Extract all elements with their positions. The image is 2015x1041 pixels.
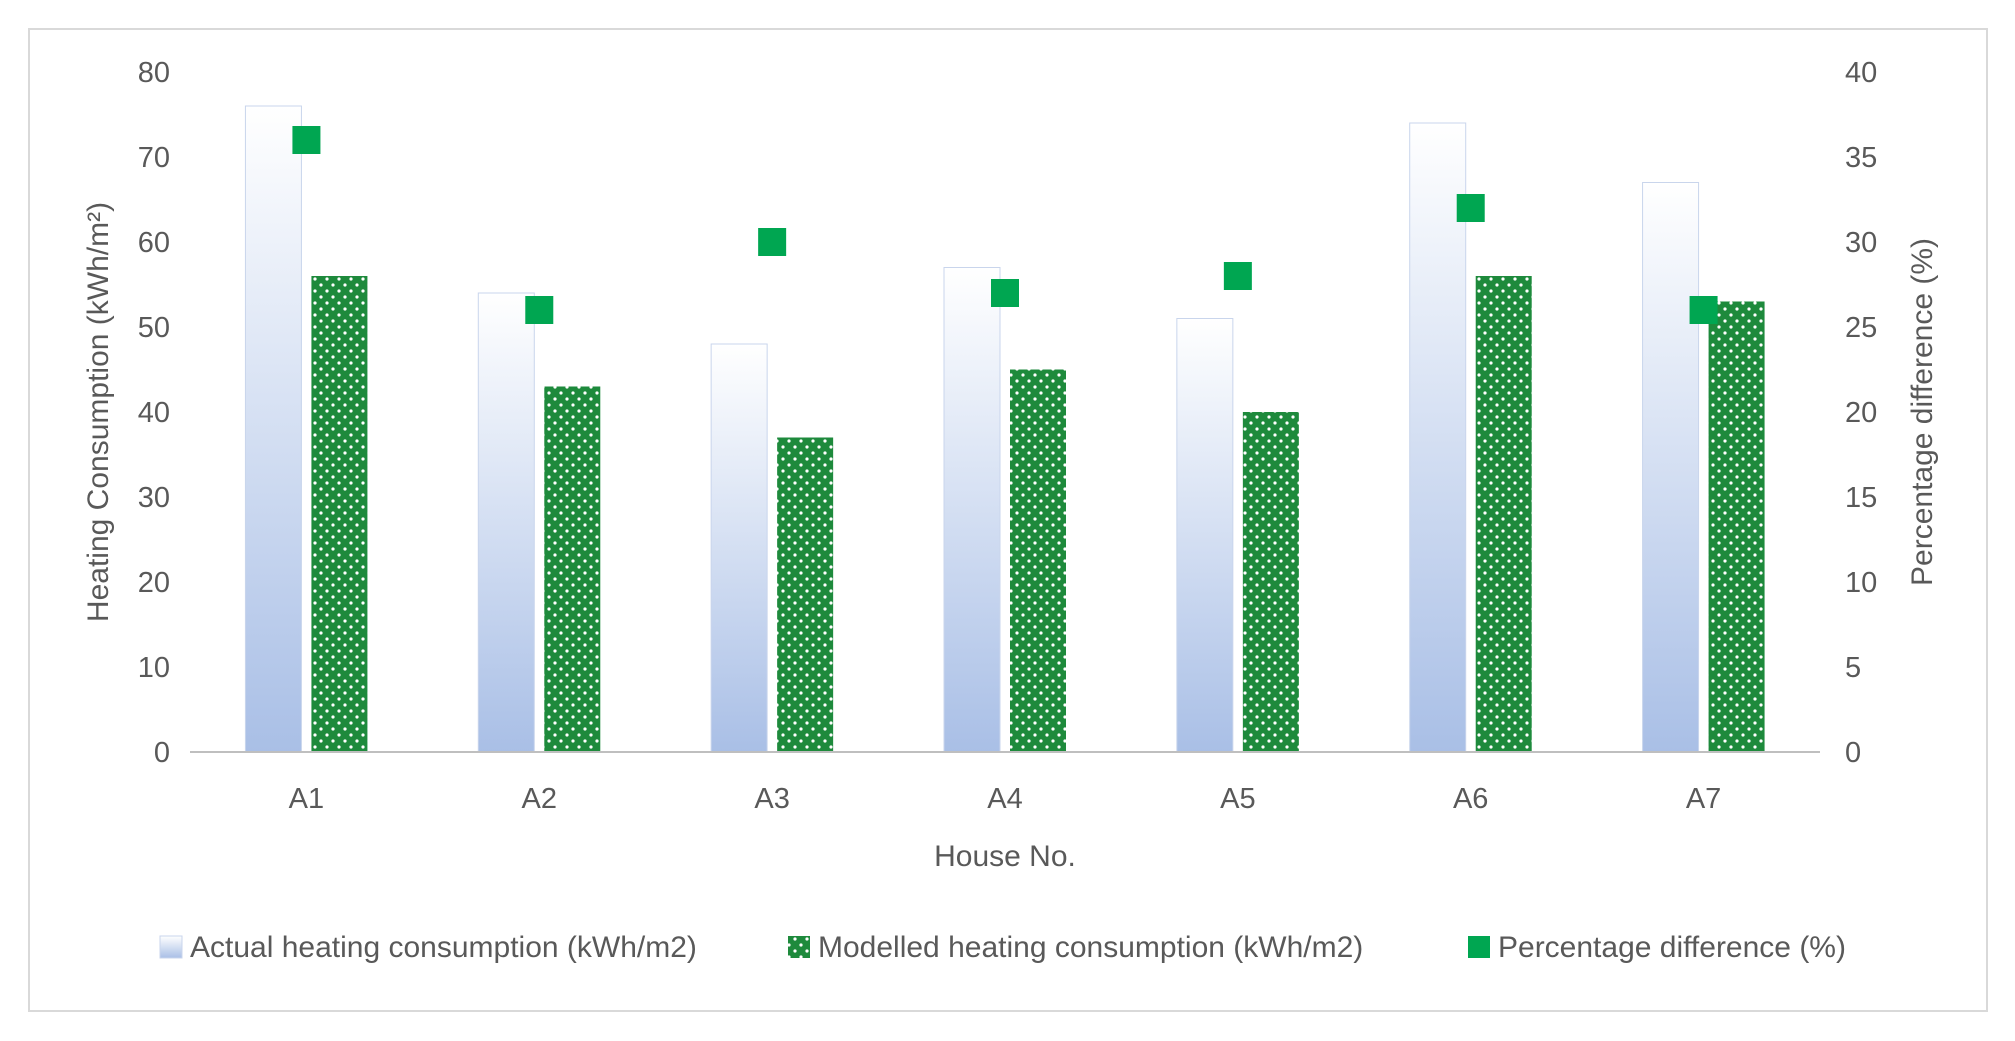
x-axis-ticks: A1 A2 A3 A4 A5 A6 A7: [289, 783, 1722, 815]
bar-actual-a7: [1642, 182, 1700, 753]
bar-modelled-a7: [1708, 301, 1765, 752]
legend-label-actual: Actual heating consumption (kWh/m2): [190, 931, 697, 964]
legend-swatch-modelled: [788, 936, 810, 958]
bar-actual-a4: [943, 267, 1001, 753]
bar-modelled-a2: [544, 386, 601, 752]
marker-percentage-a6: [1456, 194, 1485, 222]
marker-percentage-a5: [1223, 262, 1252, 290]
y-tick-label-left: 40: [138, 397, 170, 429]
bar-actual-a2: [477, 292, 535, 753]
y-tick-label-right: 15: [1845, 482, 1877, 514]
legend-label-modelled: Modelled heating consumption (kWh/m2): [818, 931, 1363, 964]
y-tick-label-left: 60: [138, 227, 170, 259]
bar-actual-a5: [1176, 318, 1234, 753]
legend-swatch-actual: [159, 935, 183, 959]
x-axis-title: House No.: [934, 840, 1076, 873]
y-tick-label-left: 20: [138, 567, 170, 599]
marker-percentage-a7: [1689, 296, 1718, 324]
marker-percentage-a4: [991, 279, 1019, 307]
y-tick-label-left: 80: [138, 57, 170, 89]
x-tick-label: A6: [1453, 783, 1488, 815]
y-tick-label-left: 50: [138, 312, 170, 344]
bar-modelled-a5: [1242, 412, 1299, 752]
x-tick-label: A3: [754, 783, 789, 815]
marker-percentage-a3: [758, 228, 787, 256]
bar-modelled-a6: [1475, 276, 1532, 752]
bars: [244, 105, 1765, 753]
y-tick-label-right: 30: [1845, 227, 1877, 259]
legend-label-percentage: Percentage difference (%): [1498, 931, 1846, 964]
y-axis-left-title: Heating Consumption (kWh/m²): [82, 202, 115, 622]
y-axis-right-ticks: 0 5 10 15 20 25 30 35 40: [1845, 57, 1877, 769]
x-tick-label: A5: [1220, 783, 1255, 815]
x-tick-label: A7: [1686, 783, 1721, 815]
legend: Actual heating consumption (kWh/m2) Model…: [159, 931, 1846, 964]
bar-actual-a1: [244, 105, 302, 753]
y-axis-right-title: Percentage difference (%): [1906, 238, 1939, 586]
bar-modelled-a1: [311, 276, 368, 752]
bar-actual-a3: [710, 343, 768, 753]
bar-actual-a6: [1409, 122, 1467, 753]
y-tick-label-left: 0: [154, 737, 170, 769]
y-tick-label-right: 0: [1845, 737, 1861, 769]
x-tick-label: A4: [987, 783, 1022, 815]
y-tick-label-left: 10: [138, 652, 170, 684]
x-tick-label: A2: [522, 783, 557, 815]
y-tick-label-right: 20: [1845, 397, 1877, 429]
y-tick-label-left: 30: [138, 482, 170, 514]
y-tick-label-left: 70: [138, 142, 170, 174]
bar-modelled-a3: [777, 437, 834, 752]
marker-percentage-a2: [525, 296, 554, 324]
y-tick-label-right: 5: [1845, 652, 1861, 684]
marker-percentage-a1: [292, 126, 321, 154]
bar-modelled-a4: [1010, 369, 1066, 752]
y-tick-label-right: 10: [1845, 567, 1877, 599]
legend-swatch-percentage: [1468, 936, 1490, 958]
y-axis-left-ticks: 0 10 20 30 40 50 60 70 80: [138, 57, 170, 769]
x-tick-label: A1: [289, 783, 324, 815]
y-tick-label-right: 35: [1845, 142, 1877, 174]
percentage-markers: [292, 126, 1718, 324]
y-tick-label-right: 40: [1845, 57, 1877, 89]
y-tick-label-right: 25: [1845, 312, 1877, 344]
